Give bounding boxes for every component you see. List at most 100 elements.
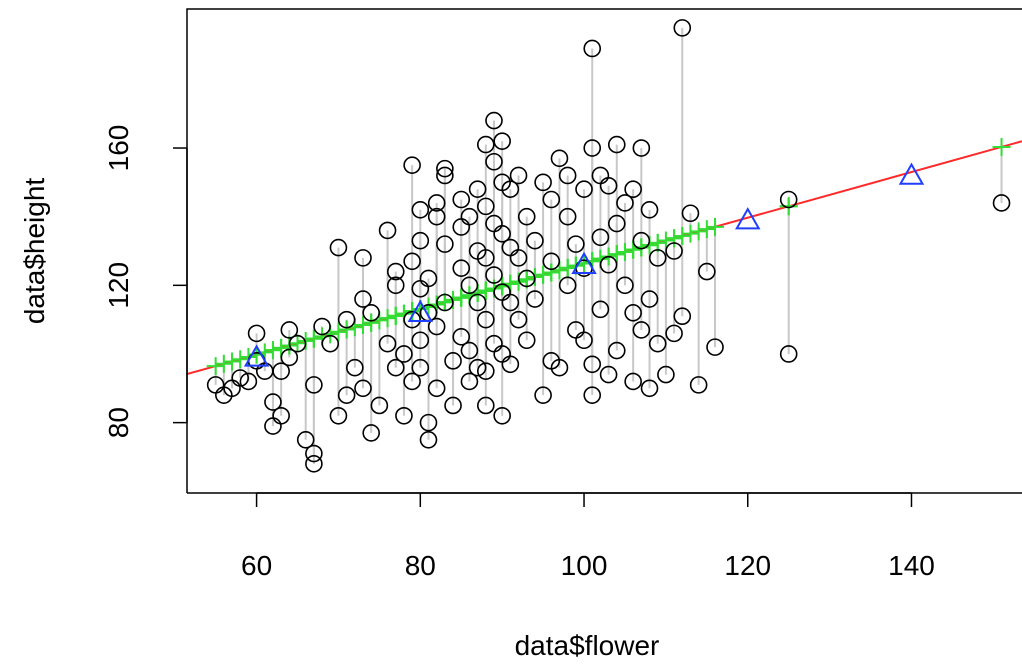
data-point <box>681 204 700 223</box>
data-point <box>779 345 798 363</box>
fitted-point <box>607 245 626 264</box>
data-point <box>583 39 602 58</box>
data-point <box>337 310 356 329</box>
data-point <box>640 379 659 398</box>
data-point <box>452 328 471 346</box>
data-point <box>509 249 528 267</box>
data-point <box>444 352 462 370</box>
x-axis-title: data$flower <box>515 630 660 661</box>
data-point <box>517 269 536 288</box>
data-point <box>698 262 716 281</box>
fitted-point <box>435 293 454 312</box>
data-point <box>640 290 659 308</box>
data-point <box>493 225 511 243</box>
data-point <box>411 331 430 350</box>
fitted-point <box>517 270 536 289</box>
x-tick-label: 140 <box>888 550 935 581</box>
triangle-marker <box>407 299 434 323</box>
data-point <box>526 231 544 250</box>
triangle-marker <box>243 344 270 367</box>
y-axis-title: data$height <box>19 178 50 325</box>
data-point <box>411 231 430 250</box>
data-point <box>468 180 487 199</box>
data-point <box>436 166 454 185</box>
data-point <box>509 166 528 185</box>
y-tick-label: 120 <box>103 262 134 309</box>
data-point <box>517 207 536 226</box>
data-point <box>337 386 356 404</box>
fitted-point <box>354 315 373 334</box>
data-point <box>321 334 340 353</box>
data-point <box>607 214 626 233</box>
data-point <box>354 290 372 308</box>
data-point <box>460 341 479 360</box>
data-point <box>657 365 675 384</box>
data-point <box>558 276 577 295</box>
data-point <box>329 406 348 425</box>
data-point <box>493 132 511 150</box>
data-point <box>534 173 552 192</box>
fitted-point <box>681 224 700 243</box>
data-point <box>411 358 430 377</box>
y-tick-label: 80 <box>103 407 134 438</box>
data-point <box>452 259 471 277</box>
data-point <box>476 310 495 329</box>
data-point <box>583 139 602 157</box>
data-point <box>460 372 479 391</box>
data-point <box>624 372 642 391</box>
data-point <box>386 358 405 377</box>
fitted-point <box>615 242 634 261</box>
data-point <box>550 149 569 168</box>
data-point <box>509 310 528 329</box>
data-point <box>591 228 610 247</box>
fitted-point <box>378 309 397 328</box>
data-point <box>460 276 479 295</box>
data-point <box>616 194 634 212</box>
data-point <box>493 406 511 425</box>
x-tick-label: 100 <box>561 550 608 581</box>
data-point <box>616 276 634 295</box>
data-point <box>272 406 290 425</box>
data-point <box>599 176 618 195</box>
fitted-point <box>542 263 561 282</box>
data-point <box>476 135 495 154</box>
data-point <box>436 235 454 253</box>
data-point <box>476 362 495 380</box>
data-point <box>427 379 446 398</box>
x-tick-label: 80 <box>405 550 436 581</box>
y-axis: 80 120 160 <box>103 125 188 438</box>
data-point <box>403 310 421 329</box>
data-point <box>632 231 651 250</box>
fitted-point <box>206 357 225 376</box>
fitted-point <box>697 220 716 239</box>
data-point <box>280 348 299 367</box>
data-point <box>640 201 659 219</box>
data-point <box>247 324 266 343</box>
data-point <box>476 249 495 267</box>
data-point <box>305 444 323 463</box>
data-point <box>665 324 683 343</box>
data-point <box>395 406 413 425</box>
triangle-marker <box>735 207 761 230</box>
data-point <box>599 255 618 274</box>
fitted-point <box>706 217 725 236</box>
fitted-point <box>272 338 291 357</box>
data-point <box>305 455 323 473</box>
fitted-point <box>992 137 1011 156</box>
data-point <box>583 386 602 404</box>
fitted-point <box>648 233 667 252</box>
data-point <box>403 156 421 174</box>
data-point <box>231 369 250 387</box>
data-point <box>452 190 471 209</box>
data-point <box>624 303 642 322</box>
x-tick-label: 60 <box>241 550 272 581</box>
data-points <box>206 19 1011 473</box>
data-point <box>632 321 651 339</box>
data-point <box>501 293 520 312</box>
data-point <box>419 269 438 288</box>
data-point <box>673 307 692 326</box>
data-point <box>378 334 397 353</box>
x-axis: 60 80 100 120 140 <box>241 492 935 581</box>
data-point <box>280 321 299 339</box>
data-point <box>476 197 495 216</box>
